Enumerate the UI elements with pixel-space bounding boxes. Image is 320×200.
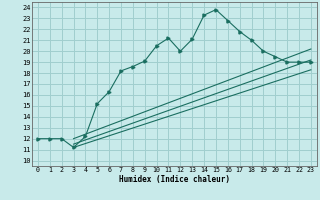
X-axis label: Humidex (Indice chaleur): Humidex (Indice chaleur) (119, 175, 230, 184)
